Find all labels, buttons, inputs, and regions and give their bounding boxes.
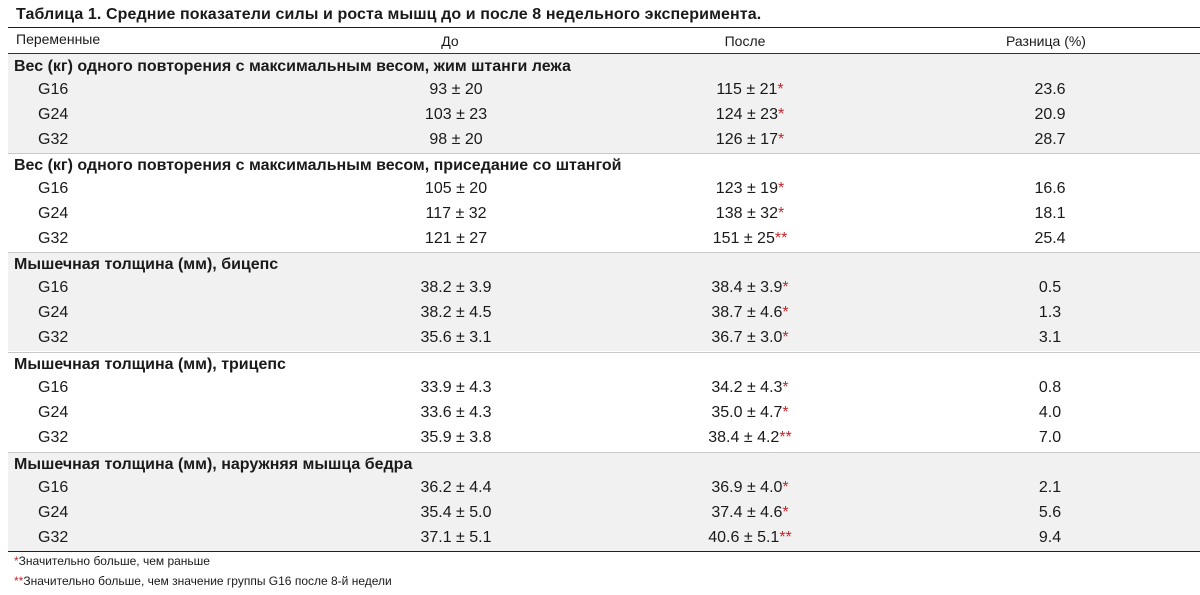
table-row: G16 38.2 ± 3.9 38.4 ± 3.9* 0.5 [38, 279, 1062, 296]
table-top-rule [8, 27, 1200, 28]
significance-mark: * [777, 180, 785, 197]
footnote-text: Значительно больше, чем значение группы … [23, 574, 392, 588]
section-title: Вес (кг) одного повторения с максимальны… [14, 157, 622, 174]
footnote: **Значительно больше, чем значение групп… [14, 574, 392, 588]
group-cell: G32 [38, 429, 69, 446]
significance-mark: * [777, 205, 785, 222]
footnote-mark: ** [14, 574, 24, 588]
table-row: G32 98 ± 20 126 ± 17* 28.7 [38, 131, 1066, 148]
table-row: G32 37.1 ± 5.1 40.6 ± 5.1** 9.4 [38, 529, 1062, 546]
significance-mark: * [782, 504, 789, 521]
footnote: *Значительно больше, чем раньше [14, 554, 210, 568]
table-bottom-rule [8, 551, 1200, 552]
header-variables: Переменные [16, 31, 101, 47]
section-title: Мышечная толщина (мм), наружняя мышца бе… [14, 456, 413, 473]
significance-mark: * [777, 81, 784, 98]
section-divider [8, 153, 1200, 154]
group-cell: G16 [38, 81, 69, 98]
group-cell: G32 [38, 329, 69, 346]
group-cell: G16 [38, 180, 69, 197]
table-section: Мышечная толщина (мм), наружняя мышца бе… [8, 452, 1200, 551]
table-row: G32 35.6 ± 3.1 36.7 ± 3.0* 3.1 [38, 329, 1062, 346]
group-cell: G24 [38, 205, 69, 222]
significance-mark: ** [779, 529, 792, 546]
section-divider [8, 352, 1200, 353]
table-row: G16 33.9 ± 4.3 34.2 ± 4.3* 0.8 [38, 379, 1062, 396]
table-section: Вес (кг) одного повторения с максимальны… [8, 153, 1200, 252]
significance-mark: * [782, 404, 789, 421]
group-cell: G24 [38, 404, 69, 421]
footnote-mark: * [14, 554, 19, 568]
table-section: Мышечная толщина (мм), бицепс G16 38.2 ±… [8, 252, 1200, 351]
significance-mark: * [777, 131, 785, 148]
table-header-row: Переменные До После Разница (%) [16, 31, 1086, 49]
significance-mark: * [782, 379, 789, 396]
significance-mark: * [782, 479, 789, 496]
table-row: G32 121 ± 27 151 ± 25** 25.4 [38, 230, 1066, 247]
table-row: G16 93 ± 20 115 ± 21* 23.6 [38, 81, 1066, 98]
group-cell: G24 [38, 304, 69, 321]
table-row: G16 105 ± 20 123 ± 19* 16.6 [38, 180, 1066, 197]
table-section: Вес (кг) одного повторения с максимальны… [8, 54, 1200, 153]
footnote-text: Значительно больше, чем раньше [18, 554, 210, 568]
section-divider [8, 252, 1200, 253]
group-cell: G16 [38, 379, 69, 396]
significance-mark: ** [774, 230, 788, 247]
group-cell: G16 [38, 479, 69, 496]
significance-mark: * [782, 329, 789, 346]
table-section: Мышечная толщина (мм), трицепс G16 33.9 … [8, 352, 1200, 451]
group-cell: G32 [38, 230, 69, 247]
table-row: G32 35.9 ± 3.8 38.4 ± 4.2** 7.0 [38, 429, 1062, 446]
table-header-rule [8, 53, 1200, 54]
group-cell: G24 [38, 106, 69, 123]
significance-mark: * [782, 279, 789, 296]
group-cell: G32 [38, 131, 69, 148]
group-cell: G32 [38, 529, 69, 546]
group-cell: G16 [38, 279, 69, 296]
significance-mark: * [777, 106, 785, 123]
table-row: G16 36.2 ± 4.4 36.9 ± 4.0* 2.1 [38, 479, 1062, 496]
significance-mark: * [782, 304, 789, 321]
table-row: G24 117 ± 32 138 ± 32* 18.1 [38, 205, 1066, 222]
section-title: Вес (кг) одного повторения с максимальны… [14, 58, 571, 75]
table-row: G24 103 ± 23 124 ± 23* 20.9 [38, 106, 1066, 123]
section-title: Мышечная толщина (мм), бицепс [14, 256, 279, 273]
table-caption: Таблица 1. Средние показатели силы и рос… [16, 6, 762, 23]
significance-mark: ** [779, 429, 792, 446]
table-row: G24 35.4 ± 5.0 37.4 ± 4.6* 5.6 [38, 504, 1062, 521]
section-divider [8, 452, 1200, 453]
table-row: G24 38.2 ± 4.5 38.7 ± 4.6* 1.3 [38, 304, 1062, 321]
table-row: G24 33.6 ± 4.3 35.0 ± 4.7* 4.0 [38, 404, 1062, 421]
group-cell: G24 [38, 504, 69, 521]
section-title: Мышечная толщина (мм), трицепс [14, 356, 286, 373]
